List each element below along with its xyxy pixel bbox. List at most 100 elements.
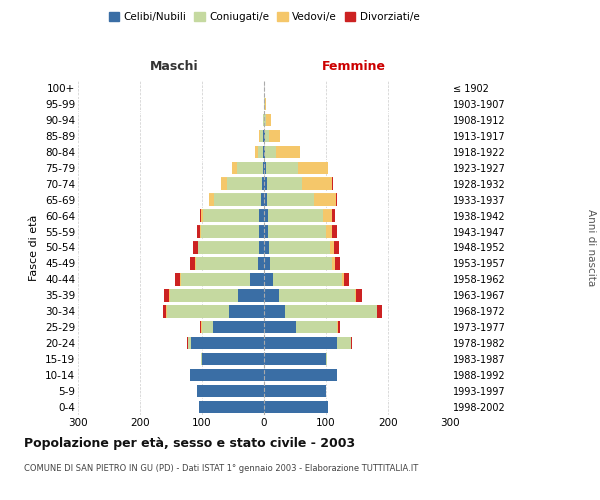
Bar	[259, 242, 264, 254]
Bar	[197, 226, 200, 238]
Bar	[258, 257, 264, 270]
Text: COMUNE DI SAN PIETRO IN GU (PD) - Dati ISTAT 1° gennaio 2003 - Elaborazione TUTT: COMUNE DI SAN PIETRO IN GU (PD) - Dati I…	[24, 464, 418, 473]
Bar	[342, 273, 344, 285]
Bar	[344, 273, 349, 285]
Bar	[270, 257, 332, 270]
Bar	[227, 178, 262, 190]
Bar	[221, 178, 227, 190]
Bar	[268, 226, 326, 238]
Bar	[213, 321, 264, 334]
Bar	[190, 369, 264, 382]
Bar	[200, 226, 202, 238]
Bar	[265, 130, 269, 142]
Bar	[314, 194, 336, 206]
Text: Femmine: Femmine	[322, 60, 386, 72]
Bar	[200, 321, 202, 334]
Bar	[337, 321, 338, 334]
Bar	[264, 337, 337, 349]
Bar	[323, 210, 332, 222]
Bar	[298, 162, 328, 174]
Bar	[264, 146, 265, 158]
Bar	[238, 289, 264, 302]
Bar	[267, 178, 302, 190]
Bar	[170, 289, 238, 302]
Bar	[229, 305, 264, 318]
Bar	[269, 130, 280, 142]
Bar	[260, 130, 263, 142]
Bar	[266, 114, 271, 126]
Bar	[336, 194, 337, 206]
Bar	[258, 146, 263, 158]
Bar	[326, 353, 327, 366]
Bar	[175, 273, 181, 285]
Bar	[264, 369, 337, 382]
Bar	[263, 130, 264, 142]
Bar	[188, 337, 191, 349]
Bar	[264, 257, 270, 270]
Bar	[264, 242, 269, 254]
Bar	[268, 210, 323, 222]
Bar	[302, 178, 332, 190]
Bar	[191, 337, 264, 349]
Bar	[264, 226, 268, 238]
Bar	[264, 401, 328, 413]
Bar	[259, 210, 264, 222]
Bar	[214, 194, 261, 206]
Bar	[296, 321, 337, 334]
Bar	[200, 210, 202, 222]
Bar	[263, 146, 264, 158]
Text: Anni di nascita: Anni di nascita	[586, 209, 596, 286]
Bar	[198, 242, 259, 254]
Bar	[263, 114, 264, 126]
Bar	[264, 114, 266, 126]
Bar	[197, 242, 198, 254]
Bar	[265, 98, 266, 110]
Bar	[266, 162, 298, 174]
Bar	[269, 242, 330, 254]
Bar	[330, 242, 334, 254]
Bar	[338, 321, 340, 334]
Bar	[277, 146, 300, 158]
Bar	[199, 401, 264, 413]
Bar	[261, 194, 264, 206]
Bar	[196, 257, 258, 270]
Bar	[193, 242, 197, 254]
Bar	[163, 305, 166, 318]
Bar	[356, 289, 362, 302]
Bar	[332, 210, 335, 222]
Bar	[255, 146, 258, 158]
Bar	[337, 337, 351, 349]
Bar	[332, 178, 333, 190]
Text: Maschi: Maschi	[149, 60, 199, 72]
Bar	[264, 178, 267, 190]
Bar	[195, 257, 196, 270]
Bar	[259, 130, 260, 142]
Bar	[232, 162, 237, 174]
Bar	[279, 289, 355, 302]
Bar	[181, 273, 250, 285]
Bar	[169, 289, 170, 302]
Bar	[355, 289, 356, 302]
Bar	[264, 273, 272, 285]
Bar	[203, 210, 259, 222]
Bar	[264, 321, 296, 334]
Bar	[202, 321, 213, 334]
Bar	[262, 178, 264, 190]
Bar	[351, 337, 352, 349]
Bar	[265, 146, 277, 158]
Bar	[326, 226, 332, 238]
Text: Popolazione per età, sesso e stato civile - 2003: Popolazione per età, sesso e stato civil…	[24, 438, 355, 450]
Bar	[264, 385, 326, 398]
Bar	[377, 305, 382, 318]
Bar	[167, 305, 229, 318]
Bar	[237, 162, 263, 174]
Bar	[264, 210, 268, 222]
Bar	[335, 257, 340, 270]
Bar	[285, 305, 377, 318]
Bar	[202, 353, 264, 366]
Bar	[264, 353, 326, 366]
Bar	[250, 273, 264, 285]
Bar	[264, 194, 267, 206]
Bar	[264, 162, 266, 174]
Bar	[263, 162, 264, 174]
